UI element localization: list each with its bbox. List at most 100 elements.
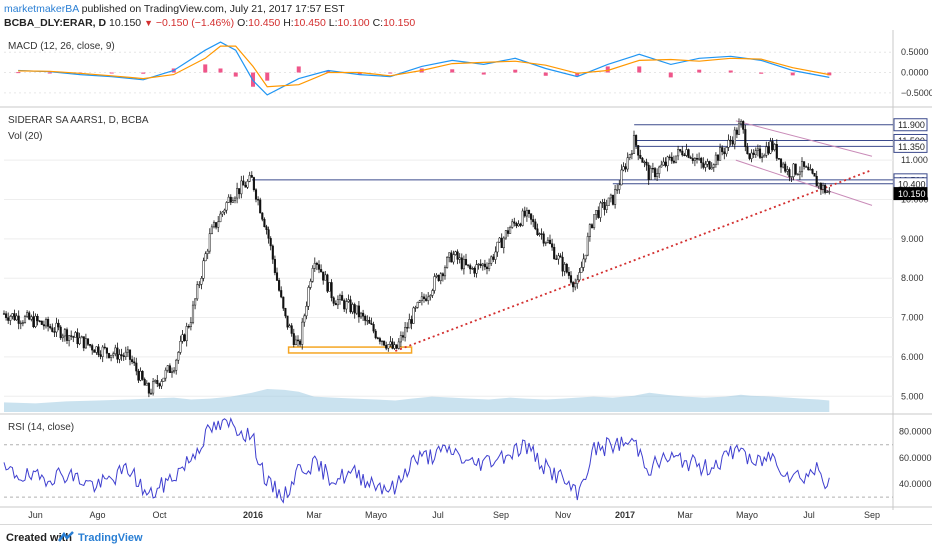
candle-body <box>341 295 344 301</box>
macd-histogram-bar <box>827 72 832 76</box>
candle-body <box>261 212 264 220</box>
time-axis-label: 2017 <box>615 510 635 520</box>
candle-body <box>26 312 29 317</box>
candle-body <box>324 274 327 281</box>
candle-body <box>773 144 776 151</box>
candle-body <box>811 169 814 174</box>
candle-body <box>679 149 682 152</box>
candle-body <box>107 353 111 358</box>
candle-body <box>217 221 220 228</box>
candle-body <box>80 336 83 339</box>
candle-body <box>418 300 421 303</box>
candle-body <box>590 224 594 228</box>
candle-body <box>559 255 562 258</box>
candle-body <box>748 153 751 159</box>
candle-body <box>758 148 762 158</box>
candle-body <box>120 354 123 356</box>
candle-body <box>378 338 381 342</box>
macd-histogram-bar <box>203 64 208 73</box>
macd-title: MACD (12, 26, close, 9) <box>8 41 115 52</box>
candle-body <box>410 319 413 324</box>
candle-body <box>414 307 417 309</box>
candle-body <box>704 163 707 168</box>
candle-body <box>794 163 797 175</box>
candle-body <box>481 263 484 266</box>
candle-body <box>756 148 759 151</box>
candle-body <box>30 316 33 320</box>
tradingview-brand[interactable]: TradingView <box>78 532 143 544</box>
candle-body <box>412 307 415 324</box>
candle-body <box>813 173 816 177</box>
candle-body <box>761 156 764 159</box>
publish-info: published on TradingView.com, July 21, 2… <box>81 3 345 15</box>
candle-body <box>647 164 650 180</box>
candle-body <box>500 237 503 249</box>
candle-body <box>767 146 770 154</box>
candle-body <box>494 251 497 260</box>
macd-histogram-bar <box>388 72 393 74</box>
rsi-tick-label: 60.0000 <box>899 453 932 463</box>
candle-body <box>582 258 585 268</box>
candle-body <box>2 313 6 315</box>
candle-body <box>147 382 150 394</box>
created-with-text: Created with <box>6 532 73 544</box>
macd-histogram-bar <box>218 68 223 73</box>
candle-body <box>126 349 129 353</box>
candle-body <box>105 347 108 354</box>
candle-body <box>733 129 736 145</box>
price-tick-label: 7.000 <box>901 313 924 323</box>
price-tick-label: 5.000 <box>901 391 924 401</box>
candle-body <box>349 299 352 313</box>
candle-body <box>490 256 493 264</box>
candle-body <box>128 349 132 360</box>
candle-body <box>515 222 518 227</box>
candle-body <box>179 340 182 353</box>
candle-body <box>586 236 589 256</box>
candle-body <box>202 260 205 279</box>
candle-body <box>523 210 526 217</box>
candle-body <box>78 337 81 345</box>
candle-body <box>691 158 694 161</box>
candle-body <box>517 223 520 227</box>
candle-body <box>189 322 192 327</box>
candle-body <box>786 169 789 172</box>
candle-body <box>651 168 654 170</box>
candle-body <box>154 380 157 382</box>
candle-body <box>744 129 747 148</box>
candle-body <box>210 226 213 234</box>
candle-body <box>792 163 795 177</box>
candle-body <box>221 211 224 215</box>
time-axis-label: Mar <box>677 510 693 520</box>
support-box <box>287 346 413 354</box>
candle-body <box>695 158 699 160</box>
time-axis-label: Mayo <box>365 510 387 520</box>
candle-body <box>422 296 426 299</box>
candle-body <box>628 154 631 158</box>
candle-body <box>668 156 671 158</box>
candle-body <box>181 334 184 342</box>
candle-body <box>229 196 232 203</box>
candle-body <box>32 316 35 328</box>
publish-header: marketmakerBA published on TradingView.c… <box>4 3 345 15</box>
candle-body <box>122 355 125 357</box>
chart-canvas[interactable]: MACD (12, 26, close, 9) 0.5000 0.0000 −0.50… <box>0 0 932 524</box>
candle-body <box>653 168 657 178</box>
author-link[interactable]: marketmakerBA <box>4 3 79 15</box>
candle-body <box>727 139 730 148</box>
candle-body <box>700 157 703 164</box>
price-change: −0.150 (−1.46%) <box>155 17 235 29</box>
candle-body <box>408 319 411 329</box>
candle-body <box>343 300 346 310</box>
candle-body <box>824 184 827 193</box>
candle-body <box>664 161 667 167</box>
candle-body <box>288 325 291 328</box>
candle-body <box>464 259 468 265</box>
candle-body <box>632 135 636 154</box>
candle-body <box>441 273 444 277</box>
candle-body <box>278 280 281 291</box>
candle-body <box>540 233 543 235</box>
candle-body <box>114 347 117 355</box>
candle-body <box>580 267 583 273</box>
candle-body <box>244 184 247 188</box>
candle-body <box>605 205 608 210</box>
